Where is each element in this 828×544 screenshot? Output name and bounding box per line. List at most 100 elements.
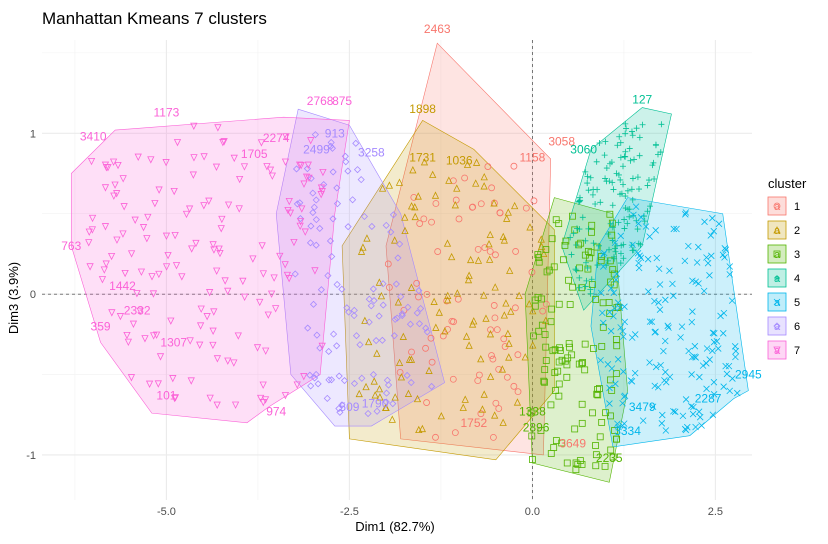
data-point <box>444 296 452 304</box>
data-point <box>216 249 224 258</box>
data-point <box>469 203 477 211</box>
data-point <box>729 375 736 382</box>
data-point <box>218 215 226 224</box>
data-point <box>500 236 508 244</box>
data-point <box>624 187 631 194</box>
data-point <box>149 290 158 298</box>
data-point <box>85 239 93 247</box>
data-point <box>558 439 566 447</box>
data-point <box>773 322 781 330</box>
data-point <box>390 236 399 244</box>
data-point <box>367 302 375 310</box>
data-point <box>312 196 320 204</box>
data-point <box>733 389 741 397</box>
data-point <box>662 427 670 434</box>
data-point <box>560 256 567 264</box>
data-point <box>658 420 666 427</box>
data-point <box>527 409 535 417</box>
data-point <box>556 346 564 354</box>
cluster-hull-1 <box>385 42 552 456</box>
data-point <box>588 276 595 283</box>
point-label: 2768 <box>307 94 334 108</box>
data-point <box>594 391 602 399</box>
data-point <box>282 133 290 141</box>
point-label: 763 <box>61 239 81 253</box>
data-point <box>235 175 244 184</box>
data-point <box>594 186 601 193</box>
data-point <box>620 368 627 375</box>
data-point <box>474 377 482 385</box>
data-point <box>598 253 605 260</box>
data-point <box>230 359 238 367</box>
data-point <box>262 347 270 355</box>
legend-glyph: a <box>774 225 781 237</box>
data-point <box>645 288 652 295</box>
legend-label-1: 1 <box>794 201 800 213</box>
data-point <box>313 331 321 339</box>
data-point <box>615 423 622 431</box>
data-point <box>725 362 733 370</box>
data-point <box>732 353 739 361</box>
data-point <box>521 353 529 361</box>
data-point <box>491 411 499 419</box>
data-point <box>399 332 407 340</box>
data-point <box>335 372 343 380</box>
data-point <box>612 435 620 443</box>
data-point <box>589 409 596 417</box>
data-point <box>312 370 320 379</box>
data-point <box>423 290 431 298</box>
data-point <box>285 197 293 206</box>
data-point <box>701 218 708 226</box>
data-point <box>631 369 639 377</box>
data-point <box>88 226 97 234</box>
point-label: 974 <box>266 405 286 419</box>
data-point <box>387 228 395 236</box>
point-label: 1338 <box>519 405 546 419</box>
data-point <box>500 311 508 319</box>
data-point <box>617 250 624 257</box>
data-point <box>499 418 507 426</box>
data-point <box>447 252 456 261</box>
data-point <box>588 221 596 229</box>
data-point <box>413 309 421 317</box>
data-point <box>318 342 326 351</box>
data-point <box>609 202 616 209</box>
data-point <box>613 242 620 249</box>
data-point <box>504 208 512 216</box>
data-point <box>708 252 715 260</box>
data-point <box>373 407 381 415</box>
data-point <box>363 234 371 242</box>
data-point <box>154 380 162 388</box>
data-point <box>376 393 384 401</box>
legend-label-2: 2 <box>794 225 800 237</box>
y-tick-label: -1 <box>26 450 36 462</box>
data-point <box>581 366 589 374</box>
data-point <box>599 319 607 327</box>
point-label: 1158 <box>520 150 546 164</box>
data-point <box>660 347 667 355</box>
plot-background <box>42 40 752 500</box>
point-label: 509 <box>339 400 359 414</box>
data-point <box>155 186 163 194</box>
data-point <box>127 250 136 258</box>
data-point <box>576 274 583 281</box>
data-point <box>621 225 628 232</box>
data-point <box>566 343 573 351</box>
data-point <box>612 336 620 343</box>
data-point <box>365 337 373 346</box>
data-point <box>325 347 333 356</box>
data-point <box>522 204 530 212</box>
data-point <box>429 170 437 178</box>
data-point <box>510 162 518 170</box>
data-point <box>257 139 266 147</box>
data-point <box>507 307 515 315</box>
data-point <box>391 393 399 401</box>
data-point <box>634 174 641 181</box>
data-point <box>608 159 615 166</box>
data-point <box>101 184 110 192</box>
data-point <box>413 279 421 287</box>
data-point <box>192 239 200 248</box>
data-point <box>220 138 228 146</box>
legend-glyph: a <box>774 321 781 333</box>
data-point <box>329 215 337 223</box>
